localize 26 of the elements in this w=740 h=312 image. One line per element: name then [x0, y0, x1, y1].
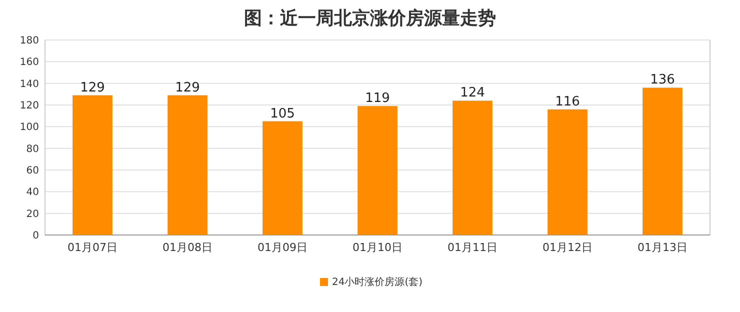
- xtick: 01月11日: [448, 241, 498, 254]
- label: 124: [460, 86, 485, 101]
- xtick: 01月08日: [162, 241, 212, 254]
- ytick: 120: [20, 100, 39, 112]
- xtick: 01月07日: [68, 241, 118, 254]
- ytick: 80: [26, 144, 39, 155]
- legend: 24小时涨价房源(套): [332, 277, 423, 288]
- xtick: 01月09日: [258, 241, 308, 254]
- label: 119: [365, 91, 390, 106]
- ytick: 180: [20, 36, 39, 46]
- label: 136: [650, 72, 675, 88]
- xtick: 01月13日: [638, 241, 688, 254]
- title: 图：近一周北京涨价房源量走势: [244, 8, 496, 29]
- ytick: 20: [26, 208, 39, 220]
- xtick: 01月10日: [352, 241, 402, 254]
- ytick: 100: [20, 122, 39, 134]
- label: 116: [555, 94, 580, 110]
- ytick: 40: [26, 187, 39, 198]
- ytick: 160: [20, 57, 39, 68]
- label: 129: [175, 80, 200, 96]
- ytick: 140: [20, 78, 39, 90]
- ytick: 60: [26, 166, 39, 176]
- xtick: 01月12日: [542, 241, 592, 254]
- label: 105: [270, 106, 295, 122]
- label: 129: [80, 80, 105, 96]
- ytick: 0: [32, 230, 39, 242]
